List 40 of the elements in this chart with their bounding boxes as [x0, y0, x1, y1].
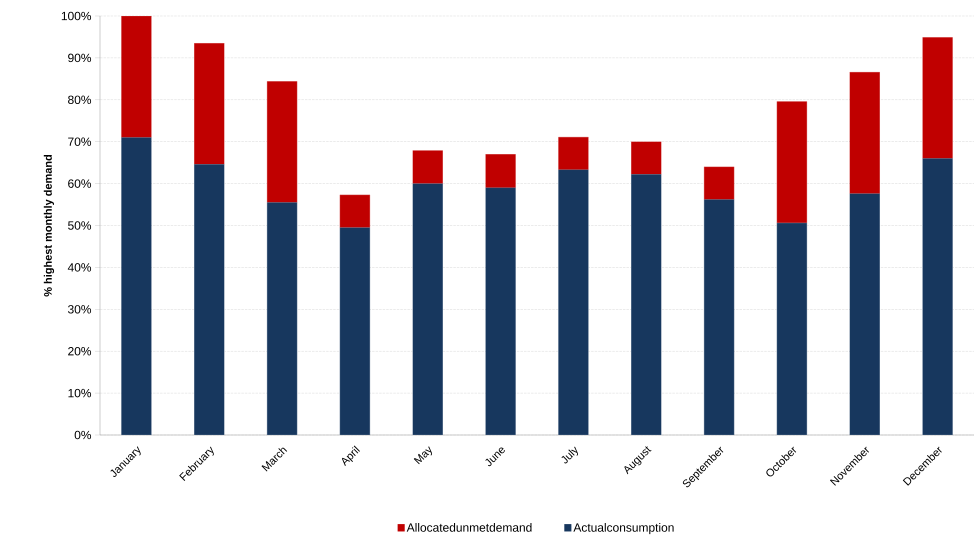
y-tick-label: 10% — [68, 388, 92, 398]
y-axis-title: % highest monthly demand — [44, 154, 54, 296]
y-tick-label: 40% — [68, 263, 92, 272]
bar — [776, 222, 808, 435]
bar — [850, 72, 880, 194]
bar — [704, 199, 734, 435]
bar — [485, 154, 516, 188]
y-tick-label: 30% — [68, 305, 92, 314]
bar — [631, 174, 662, 435]
bar — [266, 81, 298, 203]
y-tick-label: 0% — [74, 430, 92, 440]
y-tick-label: 50% — [68, 221, 92, 230]
y-tick-label: 80% — [68, 96, 92, 104]
bar — [412, 150, 443, 184]
bar — [194, 164, 224, 435]
y-tick-label: 70% — [68, 137, 92, 146]
bar — [194, 43, 224, 165]
bar — [850, 193, 880, 435]
bar — [922, 158, 953, 435]
bar — [121, 16, 152, 138]
bar — [340, 227, 370, 435]
bar — [558, 136, 589, 170]
y-tick-label: 60% — [68, 179, 92, 188]
y-tick-label: 90% — [68, 54, 92, 62]
bar — [340, 194, 370, 228]
bar — [922, 37, 953, 159]
bar — [704, 166, 734, 200]
legend-label: Actualconsumption — [573, 522, 674, 534]
y-tick-label: 20% — [68, 346, 92, 356]
x-tick-label: July — [561, 446, 578, 464]
bar — [776, 101, 808, 224]
y-tick-label: 100% — [62, 12, 92, 20]
bar — [631, 141, 662, 175]
bar — [412, 183, 443, 435]
legend-label: Allocatedunmetdemand — [406, 522, 532, 532]
x-tick-label: May — [414, 446, 432, 464]
bar — [121, 137, 152, 435]
bar — [485, 188, 516, 435]
bar — [558, 170, 589, 435]
bar — [266, 202, 298, 435]
